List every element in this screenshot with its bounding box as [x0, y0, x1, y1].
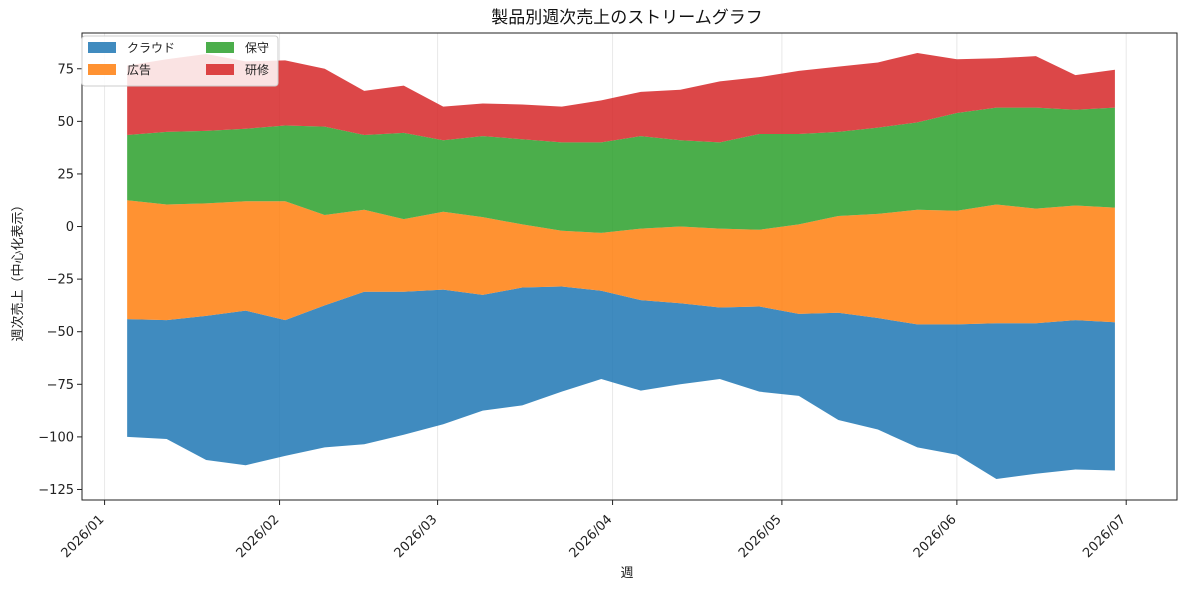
y-tick-label: −25 [47, 273, 74, 288]
legend-label: 広告 [127, 63, 151, 77]
legend-label: 保守 [245, 41, 269, 55]
legend-swatch [88, 42, 116, 53]
x-axis-label: 週 [620, 566, 633, 581]
legend-label: 研修 [245, 62, 269, 77]
y-axis-label: 週次売上（中心化表示） [10, 198, 26, 341]
legend-swatch [206, 64, 234, 75]
y-tick-label: −125 [38, 483, 74, 498]
x-tick-label: 2026/03 [392, 512, 441, 561]
y-tick-label: 75 [57, 62, 74, 77]
x-tick-label: 2026/01 [59, 512, 108, 561]
legend-swatch [206, 42, 234, 53]
y-tick-label: 50 [57, 115, 74, 130]
chart-title: 製品別週次売上のストリームグラフ [491, 8, 763, 28]
stream-layer-0 [127, 286, 1115, 479]
y-axis: −125 −100 −75 −50 −25 0 25 50 75 [38, 62, 82, 498]
x-tick-label: 2026/02 [234, 512, 283, 561]
x-tick-label: 2026/07 [1080, 512, 1129, 561]
plot-frame [81, 32, 1178, 501]
x-tick-label: 2026/05 [736, 512, 785, 561]
x-tick-label: 2026/04 [567, 512, 616, 561]
y-tick-label: −50 [47, 325, 74, 340]
y-tick-label: 0 [66, 220, 74, 235]
stream-layer-3 [127, 52, 1115, 143]
legend-label: クラウド [127, 41, 175, 55]
stream-layer-2 [127, 107, 1115, 233]
legend-swatch [88, 64, 116, 75]
x-tick-label: 2026/06 [911, 512, 960, 561]
x-axis: 2026/01 2026/02 2026/03 2026/04 2026/05 2026/… [59, 500, 1129, 561]
stream-layer-1 [127, 200, 1115, 325]
y-tick-label: 25 [57, 167, 74, 182]
y-tick-label: −75 [47, 378, 74, 393]
y-tick-label: −100 [38, 430, 74, 445]
area-layer [127, 52, 1115, 479]
